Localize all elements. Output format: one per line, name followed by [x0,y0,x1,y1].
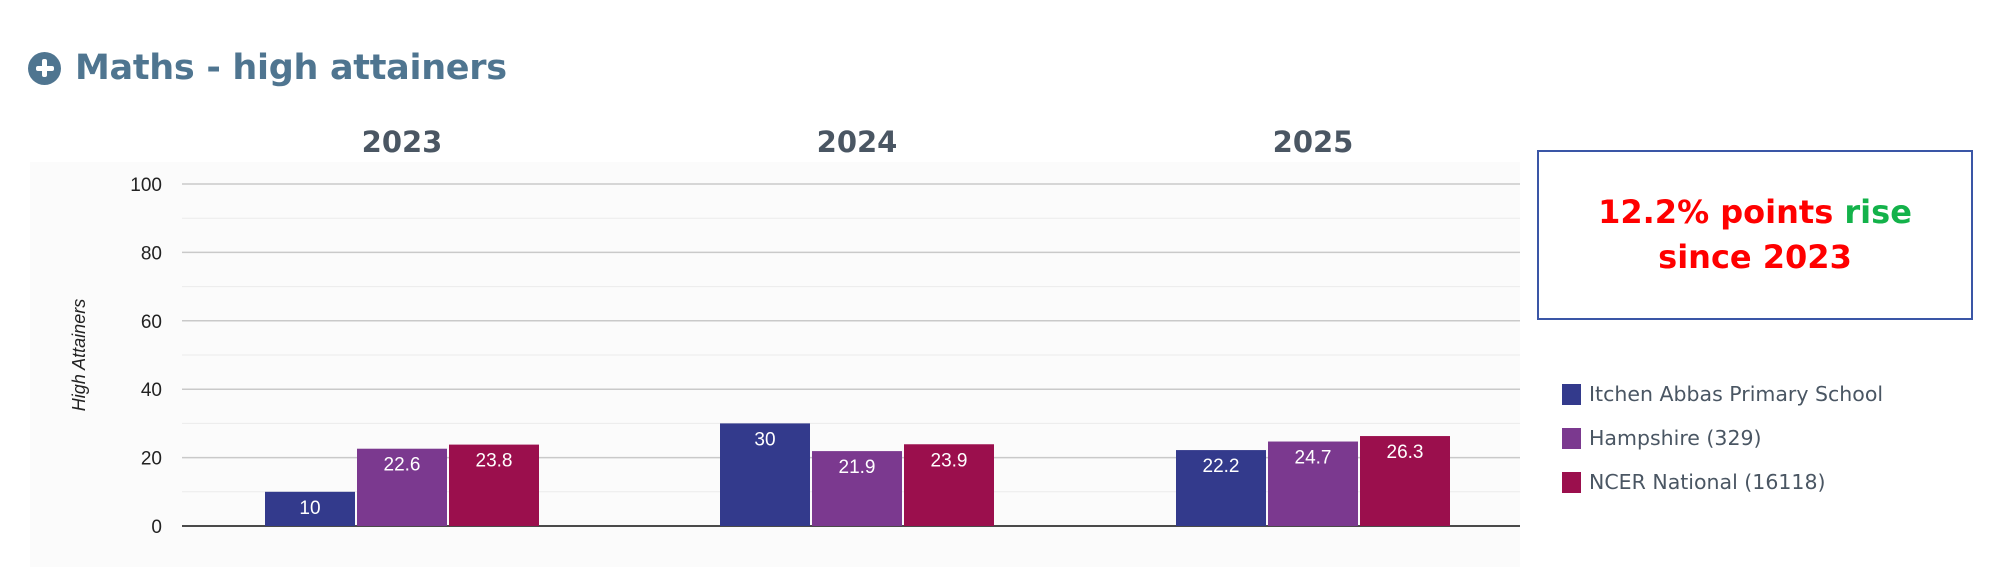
bar-value-label: 26.3 [1387,442,1424,463]
bar-chart: 0 20 40 60 80 100 High Attainers 2023 10 22.6 23.8… [30,125,1520,567]
bar [812,451,902,526]
legend-swatch [1562,427,1581,449]
summary-callout: 12.2% points rise since 2023 [1537,150,1973,320]
legend-item-school[interactable]: Itchen Abbas Primary School [1562,372,1883,416]
legend-item-national[interactable]: NCER National (16118) [1562,460,1883,504]
callout-change: 12.2% points [1598,193,1834,231]
callout-since: since 2023 [1658,238,1852,276]
bar-value-label: 21.9 [839,457,876,478]
bar-value-label: 30 [754,429,775,450]
bar-value-label: 10 [299,498,320,519]
category-label: 2025 [1273,125,1354,159]
category-label: 2023 [362,125,443,159]
y-axis-label: High Attainers [69,299,89,411]
bar [357,448,447,526]
y-tick-label: 60 [141,312,162,333]
legend-swatch [1562,471,1581,493]
section-title: Maths - high attainers [75,48,507,88]
bar [265,491,355,526]
bar-value-label: 24.7 [1295,448,1332,469]
y-tick-label: 100 [130,175,162,196]
y-tick-label: 80 [141,243,162,264]
bar [1360,436,1450,526]
bar [904,444,994,526]
section-header: Maths - high attainers [28,44,507,92]
legend-swatch [1562,383,1581,405]
category-label: 2024 [817,125,898,159]
bar-value-label: 23.8 [476,451,513,472]
plus-circle-icon[interactable] [28,51,61,85]
legend-label: NCER National (16118) [1589,470,1826,494]
y-tick-label: 40 [141,380,162,401]
bar-value-label: 23.9 [931,450,968,471]
bar [1268,441,1358,526]
legend-label: Itchen Abbas Primary School [1589,382,1884,406]
legend-label: Hampshire (329) [1589,426,1762,450]
callout-direction: rise [1844,193,1912,231]
y-tick-label: 0 [151,517,162,538]
bar-value-label: 22.2 [1203,456,1240,477]
bar [449,444,539,526]
chart-legend: Itchen Abbas Primary School Hampshire (3… [1562,372,1883,504]
bar-value-label: 22.6 [384,455,421,476]
y-tick-label: 20 [141,449,162,470]
bar [720,423,810,526]
bar [1176,450,1266,526]
legend-item-hampshire[interactable]: Hampshire (329) [1562,416,1883,460]
